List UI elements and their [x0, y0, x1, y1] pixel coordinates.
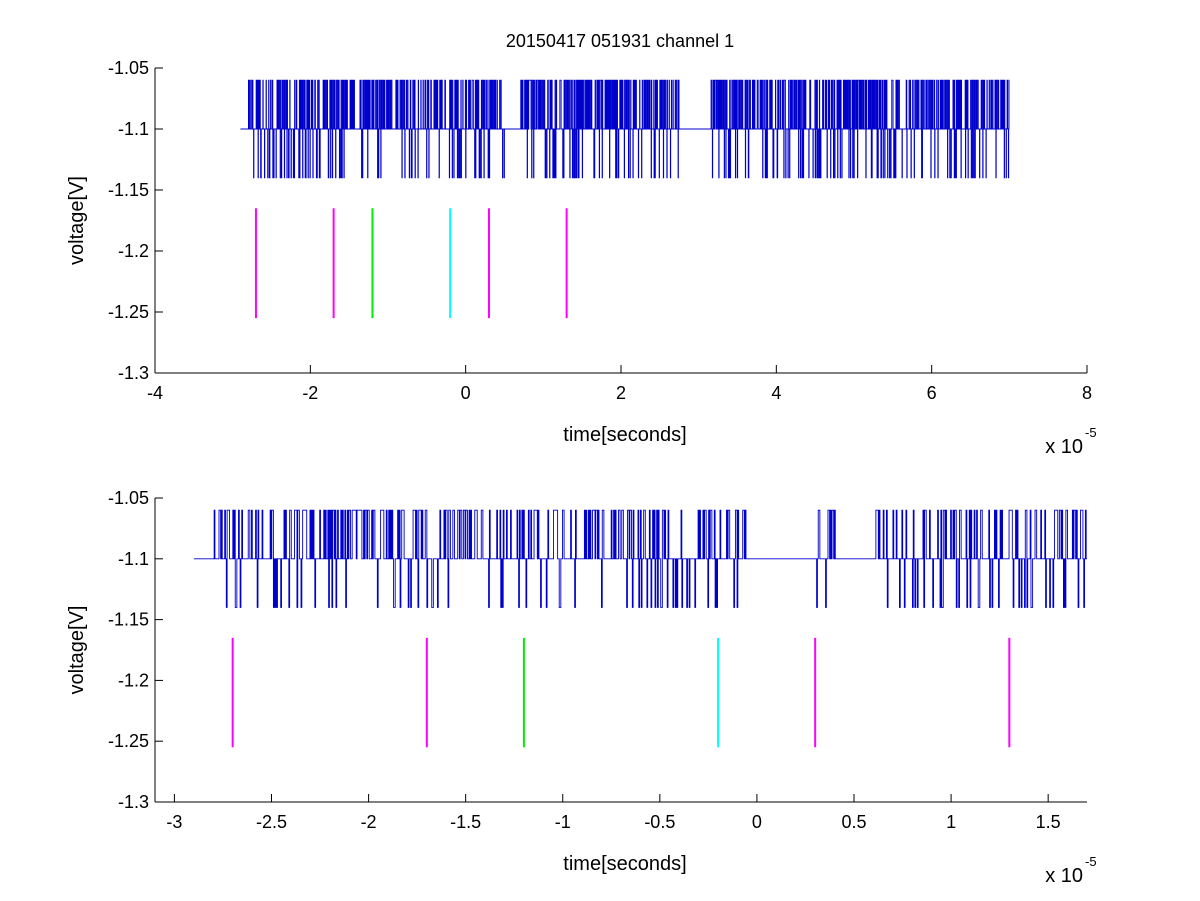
x-tick-label: 4 [771, 383, 781, 403]
y-tick-label: -1.25 [108, 302, 149, 322]
x-tick-label: -2.5 [256, 812, 287, 832]
x-exponent: -5 [1085, 425, 1097, 440]
x-tick-label: 2 [616, 383, 626, 403]
bottom-subplot: -1.3 -1.25 -1.2 -1.15 -1.1 -1.05 -3 -2.5 -2 -1.5 -… [66, 488, 1097, 887]
x-tick-label: 0.5 [841, 812, 866, 832]
x-tick-label: -1 [555, 812, 571, 832]
x-tick-label: -2 [302, 383, 318, 403]
y-tick-label: -1.15 [108, 180, 149, 200]
x-tick-label: 0 [461, 383, 471, 403]
x-axis-label: time[seconds] [563, 853, 686, 875]
x-exponent-label: x 10 [1045, 865, 1083, 887]
x-exponent-label: x 10 [1045, 436, 1083, 458]
top-subplot: -1.3 -1.25 -1.2 -1.15 -1.1 -1.05 -4 -2 0 2 4 6 8 time… [66, 58, 1097, 458]
x-tick-label: 1 [946, 812, 956, 832]
y-tick-label: -1.2 [118, 241, 149, 261]
figure-title: 20150417 051931 channel 1 [506, 31, 734, 51]
x-tick-label: -1.5 [450, 812, 481, 832]
y-axis-label: voltage[V] [66, 606, 88, 695]
y-tick-label: -1.1 [118, 119, 149, 139]
x-tick-label: -0.5 [644, 812, 675, 832]
x-tick-label: 8 [1082, 383, 1092, 403]
y-tick-label: -1.3 [118, 792, 149, 812]
x-tick-label: -3 [166, 812, 182, 832]
x-tick-label: 6 [927, 383, 937, 403]
y-tick-label: -1.2 [118, 670, 149, 690]
y-tick-label: -1.05 [108, 58, 149, 78]
y-tick-label: -1.05 [108, 488, 149, 508]
y-axis-label: voltage[V] [66, 176, 88, 265]
x-tick-label: -2 [361, 812, 377, 832]
x-axis-label: time[seconds] [563, 424, 686, 446]
y-tick-label: -1.25 [108, 731, 149, 751]
signal-trace [193, 509, 1087, 608]
x-exponent: -5 [1085, 854, 1097, 869]
x-tick-label: 0 [752, 812, 762, 832]
y-tick-label: -1.3 [118, 363, 149, 383]
signal-trace [240, 79, 1010, 179]
y-tick-label: -1.15 [108, 610, 149, 630]
x-tick-label: 1.5 [1036, 812, 1061, 832]
y-tick-label: -1.1 [118, 549, 149, 569]
x-tick-label: -4 [147, 383, 163, 403]
